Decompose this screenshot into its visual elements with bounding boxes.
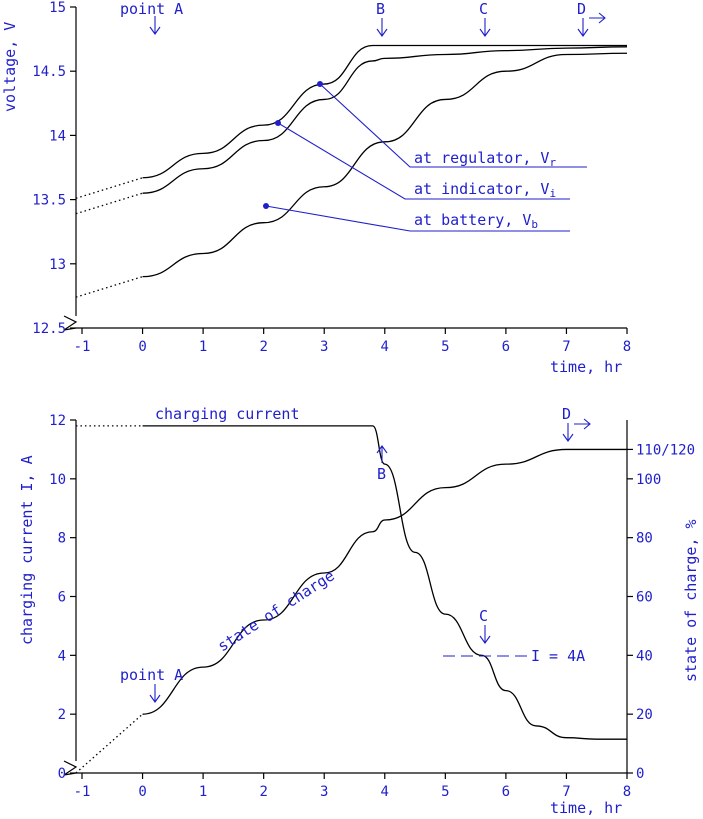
bottom-arrow-d-right [574, 418, 591, 430]
bottom-arrow-b [376, 445, 388, 463]
bottom-y2-tick-label: 40 [636, 648, 653, 664]
bottom-y-tick-label: 4 [58, 648, 66, 664]
bottom-y-tick-label: 10 [49, 472, 66, 488]
top-marker-d: D [577, 0, 586, 18]
bottom-x-tick-label: 1 [199, 784, 207, 800]
bottom-y2-tick-label: 80 [636, 531, 653, 547]
bottom-y2-tick-label: 20 [636, 707, 653, 723]
bottom-y2-label: state of charge, % [682, 519, 700, 682]
bottom-y-tick-label: 0 [58, 766, 66, 782]
top-x-tick-label: 7 [562, 339, 570, 355]
top-arrow-point-a [149, 16, 161, 35]
top-y-tick-label: 13.5 [32, 193, 66, 209]
bottom-marker-point-a: point A [120, 666, 183, 684]
voltage-chart: -1 0 1 2 3 4 5 6 7 8 12.5 13 13.5 14 14.5 15 voltage, V… [1, 0, 631, 376]
top-x-tick-label: 2 [259, 339, 267, 355]
bottom-x-tick-label: 4 [381, 784, 389, 800]
bottom-y2-tick-label: 0 [636, 766, 644, 782]
bottom-series-1-extrapolated [75, 713, 143, 774]
bottom-x-tick-label: 3 [320, 784, 328, 800]
bottom-marker-c: C [479, 607, 488, 625]
top-series-2-extrapolated [75, 276, 143, 298]
top-series-0-extrapolated [75, 177, 143, 199]
top-series-0-line [142, 44, 627, 179]
bottom-series-1-line [142, 448, 627, 715]
top-y-tick-label: 15 [49, 0, 66, 16]
bottom-arrow-point-a [149, 684, 161, 703]
top-y-tick-label: 12.5 [32, 321, 66, 337]
regulator-label: at regulator, Vr [414, 149, 556, 169]
bottom-arrow-c [479, 625, 491, 644]
top-axis-break [63, 315, 78, 331]
indicator-label: at indicator, Vi [414, 180, 556, 200]
bottom-x-label: time, hr [550, 799, 622, 817]
charging-current-label: charging current [155, 405, 300, 423]
bottom-x-tick-label: 2 [259, 784, 267, 800]
top-series-2-line [142, 52, 628, 278]
bottom-x-tick-label: 6 [502, 784, 510, 800]
regulator-leader [319, 83, 587, 168]
bottom-marker-d: D [562, 405, 571, 423]
bottom-x-tick-label: 8 [623, 784, 631, 800]
top-marker-c: C [479, 0, 488, 18]
top-x-tick-label: 6 [502, 339, 510, 355]
top-series-1-extrapolated [75, 192, 143, 215]
bottom-x-tick-label: -1 [74, 784, 91, 800]
battery-label: at battery, Vb [414, 211, 538, 231]
top-marker-point-a: point A [120, 0, 183, 18]
indicator-leader [277, 122, 570, 200]
bottom-y-tick-label: 2 [58, 707, 66, 723]
top-arrow-c [479, 18, 491, 37]
bottom-arrow-d [562, 423, 574, 442]
top-x-tick-label: -1 [74, 339, 91, 355]
bottom-y2-tick-label: 100 [636, 472, 661, 488]
top-y-tick-label: 14.5 [32, 64, 66, 80]
bottom-y2-tick-label: 60 [636, 590, 653, 606]
top-x-tick-label: 1 [199, 339, 207, 355]
state-of-charge-label: state of charge [214, 566, 337, 655]
bottom-y-tick-label: 8 [58, 531, 66, 547]
top-x-tick-label: 8 [623, 339, 631, 355]
bottom-y-tick-label: 12 [49, 413, 66, 429]
top-x-label: time, hr [550, 358, 622, 376]
top-arrow-d [577, 18, 589, 37]
battery-leader [265, 205, 570, 232]
top-series-1-line [142, 46, 628, 194]
top-y-label: voltage, V [1, 22, 19, 112]
bottom-x-tick-label: 0 [138, 784, 146, 800]
top-x-tick-label: 0 [138, 339, 146, 355]
bottom-axis-break [63, 760, 78, 776]
top-y-tick-label: 14 [49, 128, 66, 144]
bottom-y-tick-label: 6 [58, 590, 66, 606]
bottom-series-0-line [142, 425, 627, 740]
bottom-y-label: charging current I, A [18, 455, 36, 645]
four-amp-label: I = 4A [531, 647, 585, 665]
top-x-tick-label: 5 [441, 339, 449, 355]
top-x-tick-label: 4 [381, 339, 389, 355]
top-y-tick-label: 13 [49, 257, 66, 273]
bottom-x-tick-label: 7 [562, 784, 570, 800]
bottom-x-tick-label: 5 [441, 784, 449, 800]
top-x-tick-label: 3 [320, 339, 328, 355]
top-arrow-d-right [589, 12, 606, 24]
bottom-marker-b: B [377, 465, 386, 483]
top-arrow-b [376, 18, 388, 37]
top-marker-b: B [376, 0, 385, 18]
bottom-y2-tick-label: 110/120 [636, 442, 695, 458]
current-chart: -1 0 1 2 3 4 5 6 7 8024681012020406080100110/120 … [18, 405, 700, 817]
